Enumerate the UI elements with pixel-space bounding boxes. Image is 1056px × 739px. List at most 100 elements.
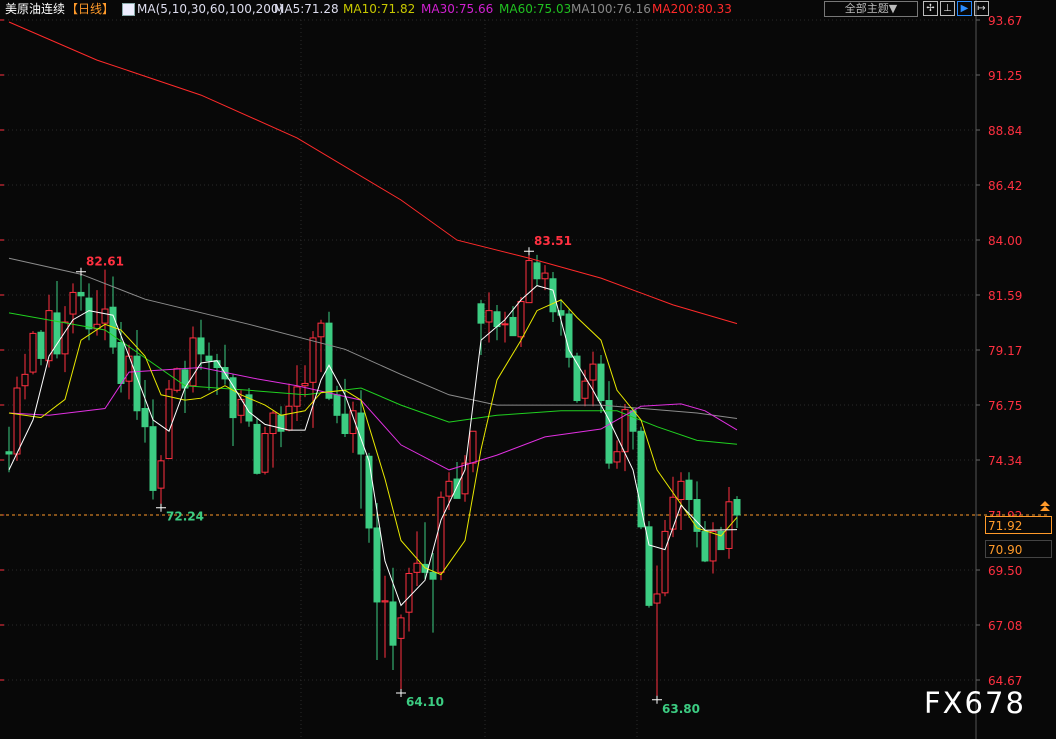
candle-up (677, 480, 685, 501)
candle-down (205, 355, 213, 362)
candle-up (621, 409, 629, 453)
extreme-marker-icon (156, 503, 166, 512)
candle-up (469, 430, 477, 464)
secondary-price-box: 70.90 (985, 540, 1052, 558)
crosshair-icon[interactable]: ✢ (923, 1, 938, 16)
indicator-chart-icon[interactable] (122, 3, 135, 16)
ma-line-ma100 (8, 257, 738, 419)
candle-down (573, 355, 581, 402)
candle-up (29, 332, 37, 373)
range-icon[interactable]: ⊥ (940, 1, 955, 16)
candle-up (661, 530, 669, 594)
last-price-box: 71.92 (985, 516, 1052, 534)
candle-up (669, 496, 677, 530)
extreme-label: 63.80 (662, 702, 700, 716)
candle-down (357, 412, 365, 455)
candle-up (541, 272, 549, 280)
candle-up (581, 380, 589, 399)
candle-up (709, 530, 717, 562)
candle-down (453, 478, 461, 499)
extreme-label: 82.61 (86, 255, 124, 269)
extreme-label: 83.51 (534, 234, 572, 248)
ma10-value: MA10:71.82 (343, 2, 416, 16)
candle-up (293, 386, 301, 407)
extreme-marker-icon (524, 247, 534, 256)
candle-up (189, 337, 197, 387)
extreme-label: 64.10 (406, 695, 444, 709)
candle-up (517, 301, 525, 338)
theme-dropdown-button[interactable]: 全部主题▼ (824, 1, 918, 17)
y-tick-label: 69.50 (988, 564, 1022, 578)
candle-up (461, 462, 469, 495)
ma30-value: MA30:75.66 (421, 2, 494, 16)
candle-down (429, 571, 437, 580)
ma60-value: MA60:75.03 (499, 2, 572, 16)
extreme-label: 72.24 (166, 510, 204, 524)
candle-up (589, 363, 597, 381)
candle-down (141, 407, 149, 428)
move-right-icon[interactable]: ↦ (974, 1, 989, 16)
candle-up (381, 600, 389, 603)
candle-up (309, 337, 317, 383)
candle-up (269, 412, 277, 435)
candle-down (373, 527, 381, 603)
candle-down (477, 303, 485, 324)
candle-up (125, 355, 133, 382)
candle-up (725, 501, 733, 549)
candle-up (317, 322, 325, 338)
candle-down (253, 423, 261, 474)
ma-params[interactable]: MA(5,10,30,60,100,200) (137, 2, 284, 16)
ma-line-ma60 (8, 312, 738, 445)
candle-down (557, 310, 565, 316)
period-label[interactable]: 【日线】 (66, 2, 115, 16)
extreme-marker-icon (652, 695, 662, 704)
candle-down (365, 455, 373, 529)
candle-down (149, 426, 157, 491)
y-tick-label: 93.67 (988, 14, 1022, 28)
candle-down (77, 291, 85, 297)
candle-down (605, 400, 613, 464)
candle-up (285, 405, 293, 431)
candle-down (5, 451, 13, 455)
candle-up (45, 310, 53, 362)
candle-up (61, 321, 69, 355)
candle-up (405, 572, 413, 613)
ma200-value: MA200:80.33 (652, 2, 732, 16)
candle-up (501, 323, 509, 326)
ma-line-ma30 (8, 366, 738, 471)
candle-up (101, 308, 109, 324)
candle-down (341, 413, 349, 435)
ma100-value: MA100:76.16 (571, 2, 651, 16)
candle-up (437, 496, 445, 573)
candle-up (261, 433, 269, 473)
candle-down (37, 331, 45, 359)
candle-down (693, 499, 701, 532)
candle-down (701, 530, 709, 562)
y-tick-label: 76.75 (988, 399, 1022, 413)
candle-down (85, 297, 93, 330)
extreme-marker-icon (396, 688, 406, 697)
candle-up (173, 368, 181, 391)
candle-down (53, 312, 61, 355)
ma-line-ma5 (8, 285, 738, 607)
candle-down (597, 363, 605, 402)
candle-up (485, 310, 493, 323)
candle-down (533, 262, 541, 280)
last-price-marker-icon (1040, 501, 1050, 511)
ma-line-ma200 (8, 21, 738, 325)
candle-up (349, 410, 357, 435)
candle-down (733, 499, 741, 516)
candle-up (301, 382, 309, 387)
candle-down (133, 355, 141, 412)
play-cursor-icon[interactable]: ▶ (957, 1, 972, 16)
candle-up (653, 593, 661, 604)
y-tick-label: 64.67 (988, 674, 1022, 688)
candle-up (397, 617, 405, 639)
candle-down (717, 530, 725, 551)
y-tick-label: 84.00 (988, 234, 1022, 248)
y-tick-label: 79.17 (988, 344, 1022, 358)
candle-down (637, 430, 645, 528)
ma5-value: MA5:71.28 (274, 2, 339, 16)
candle-up (157, 460, 165, 489)
